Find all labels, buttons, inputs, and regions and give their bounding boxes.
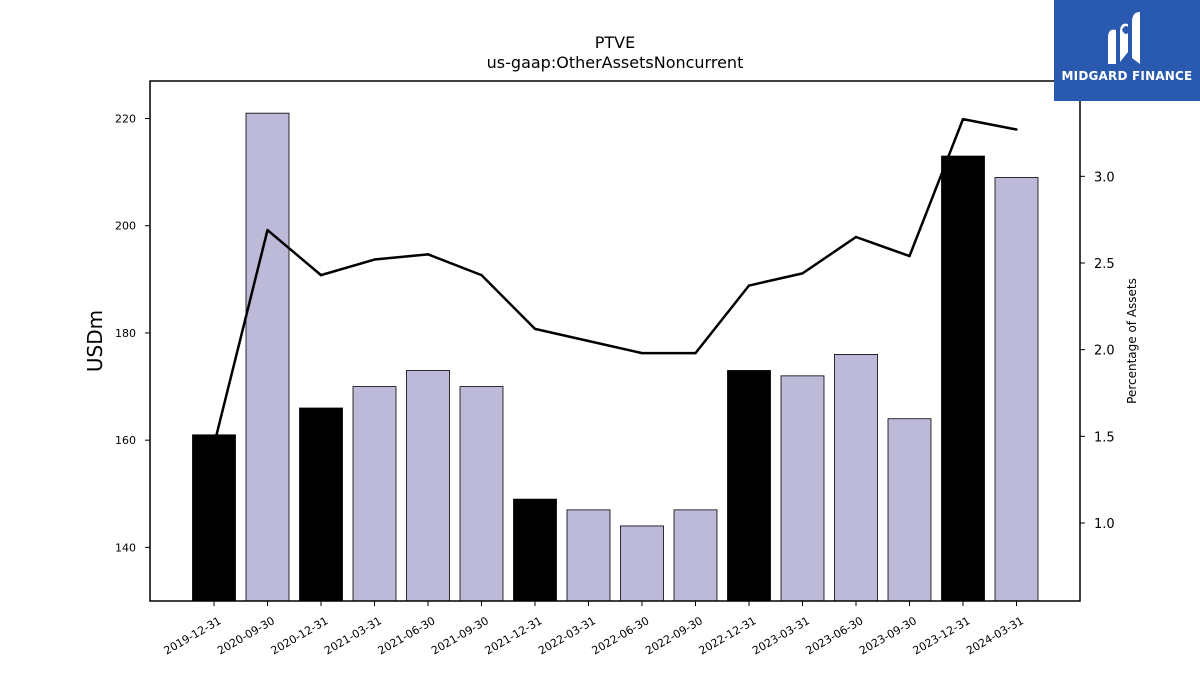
x-tick-label: 2021-09-30 xyxy=(429,614,491,657)
line-point-2019-12-31 xyxy=(212,443,216,447)
bar-2023-06-30 xyxy=(834,354,878,602)
line-point-2023-09-30 xyxy=(908,254,911,258)
bar-2022-12-31 xyxy=(727,370,771,602)
x-tick-label: 2023-06-30 xyxy=(804,614,866,657)
line-point-2021-12-31 xyxy=(533,327,537,331)
x-tick-label: 2022-12-31 xyxy=(697,614,759,657)
line-point-2021-06-30 xyxy=(426,253,430,256)
line-point-2021-09-30 xyxy=(480,273,483,277)
bar-2023-09-30 xyxy=(887,418,932,602)
x-tick-label: 2021-06-30 xyxy=(376,614,438,657)
line-group xyxy=(212,117,1018,447)
bar-2024-03-31 xyxy=(994,177,1039,602)
line-point-2020-12-31 xyxy=(319,273,323,277)
x-tick-label: 2020-09-30 xyxy=(215,614,277,657)
y-tick-label: 160 xyxy=(115,434,136,447)
line-point-2020-09-30 xyxy=(266,228,269,232)
x-tick-label: 2022-09-30 xyxy=(643,614,705,657)
y2-tick-label: 1.0 xyxy=(1094,517,1115,532)
brand-logo: MIDGARD FINANCE xyxy=(1054,0,1200,101)
y2-tick-label: 2.5 xyxy=(1094,257,1115,272)
line-point-2022-09-30 xyxy=(694,351,697,355)
bar-group xyxy=(192,112,1039,602)
chart-subtitle: us-gaap:OtherAssetsNoncurrent xyxy=(487,53,744,72)
bar-2022-09-30 xyxy=(673,509,718,602)
bar-2021-12-31 xyxy=(513,498,557,602)
y2-tick-label: 1.5 xyxy=(1094,430,1115,445)
line-point-2023-06-30 xyxy=(854,235,858,239)
bar-2022-06-30 xyxy=(620,525,664,602)
line-point-2022-03-31 xyxy=(587,339,590,343)
bar-2021-09-30 xyxy=(459,386,504,602)
bar-2022-03-31 xyxy=(566,509,611,602)
bar-2023-12-31 xyxy=(941,155,985,602)
y2-axis-label: Percentage of Assets xyxy=(1125,278,1139,404)
x-tick-label: 2024-03-31 xyxy=(964,614,1026,657)
line-point-2024-03-31 xyxy=(1015,128,1018,131)
line-point-2022-12-31 xyxy=(747,284,751,287)
x-tick-label: 2022-06-30 xyxy=(590,614,652,657)
logo-text: MIDGARD FINANCE xyxy=(1061,69,1193,83)
bar-2023-03-31 xyxy=(780,375,825,602)
y2-tick-label: 2.0 xyxy=(1094,344,1115,359)
y-tick-label: 200 xyxy=(115,220,136,233)
bar-2019-12-31 xyxy=(192,434,236,602)
line-point-2023-12-31 xyxy=(961,117,965,121)
y-tick-label: 220 xyxy=(115,113,136,126)
x-tick-label: 2021-03-31 xyxy=(322,614,384,657)
midgard-logo-icon xyxy=(1108,12,1140,64)
x-tick-label: 2021-12-31 xyxy=(483,614,545,657)
percentage-line xyxy=(212,117,1017,446)
y-tick-label: 140 xyxy=(115,541,136,554)
y2-tick-label: 3.0 xyxy=(1094,170,1115,185)
bar-2020-12-31 xyxy=(299,407,343,602)
x-tick-label: 2019-12-31 xyxy=(162,614,224,657)
x-tick-label: 2020-12-31 xyxy=(269,614,331,657)
line-point-2023-03-31 xyxy=(801,272,804,275)
x-tick-label: 2023-12-31 xyxy=(911,614,973,657)
x-tick-label: 2023-09-30 xyxy=(857,614,919,657)
plot-frame xyxy=(149,80,1081,602)
y-tick-label: 180 xyxy=(115,327,136,340)
y-axis-label: USDm xyxy=(83,310,107,372)
bar-2020-09-30 xyxy=(245,112,290,602)
x-tick-label: 2022-03-31 xyxy=(536,614,598,657)
chart-title: PTVE xyxy=(595,33,635,52)
line-point-2021-03-31 xyxy=(373,258,376,261)
bar-2021-06-30 xyxy=(406,370,450,602)
line-point-2022-06-30 xyxy=(640,351,644,355)
bar-2021-03-31 xyxy=(352,386,397,602)
x-tick-label: 2023-03-31 xyxy=(750,614,812,657)
